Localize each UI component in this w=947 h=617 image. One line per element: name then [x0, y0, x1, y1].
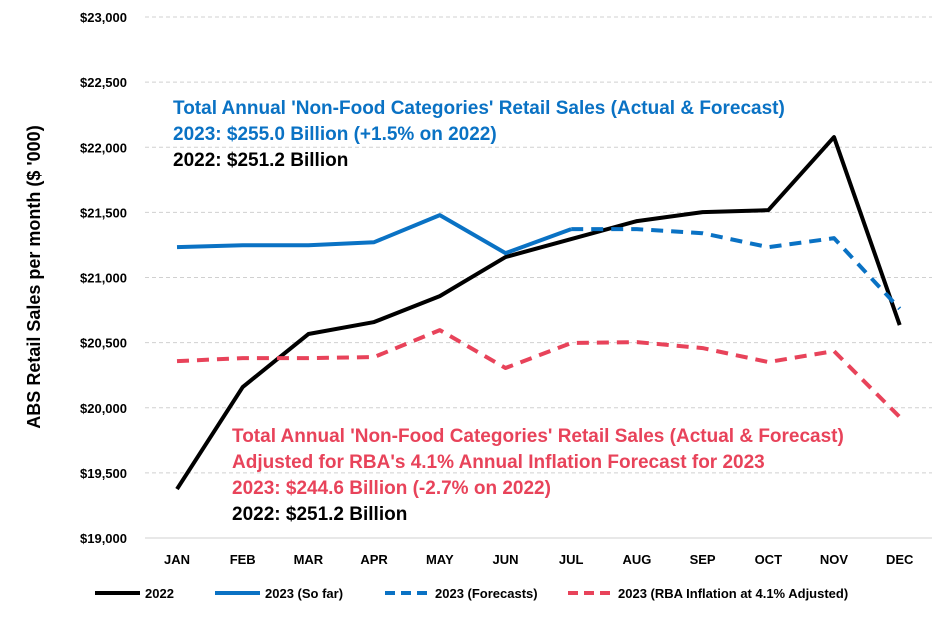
- annotation-red: Total Annual 'Non-Food Categories' Retai…: [232, 424, 844, 528]
- series-line-2023-so-far-: [176, 213, 572, 256]
- legend-label: 2023 (So far): [265, 586, 343, 601]
- x-tick-label: APR: [360, 552, 388, 567]
- y-axis-label: ABS Retail Sales per month ($ '000): [24, 125, 44, 428]
- x-tick-label: JAN: [164, 552, 190, 567]
- annotation-red-2022: 2022: $251.2 Billion: [232, 504, 408, 525]
- annotation-blue-line2: 2023: $255.0 Billion (+1.5% on 2022): [173, 124, 497, 145]
- annotation-blue-line1: Total Annual 'Non-Food Categories' Retai…: [173, 98, 785, 119]
- y-tick-label: $19,500: [80, 466, 127, 481]
- legend-label: 2023 (Forecasts): [435, 586, 538, 601]
- x-tick-label: OCT: [755, 552, 783, 567]
- x-tick-label: MAR: [294, 552, 324, 567]
- annotation-blue: Total Annual 'Non-Food Categories' Retai…: [173, 96, 785, 174]
- x-tick-label: JUL: [559, 552, 584, 567]
- series-line-2023-forecasts-: [571, 227, 902, 311]
- series-line-2023-rba-inflation-at-4-1-adjusted-: [176, 328, 902, 419]
- y-tick-label: $21,000: [80, 271, 127, 286]
- y-tick-label: $21,500: [80, 205, 127, 220]
- x-tick-label: AUG: [622, 552, 651, 567]
- x-tick-label: SEP: [690, 552, 716, 567]
- x-tick-label: NOV: [820, 552, 849, 567]
- legend-label: 2022: [145, 586, 174, 601]
- x-tick-label: FEB: [230, 552, 256, 567]
- annotation-red-line1: Total Annual 'Non-Food Categories' Retai…: [232, 426, 844, 447]
- annotation-blue-2022: 2022: $251.2 Billion: [173, 150, 349, 171]
- y-tick-label: $22,000: [80, 140, 127, 155]
- y-tick-label: $19,000: [80, 531, 127, 546]
- annotation-red-line3: 2023: $244.6 Billion (-2.7% on 2022): [232, 478, 551, 499]
- x-tick-label: DEC: [886, 552, 914, 567]
- x-tick-label: JUN: [492, 552, 518, 567]
- y-tick-label: $22,500: [80, 75, 127, 90]
- y-tick-label: $23,000: [80, 10, 127, 25]
- series-line-2022: [175, 135, 902, 491]
- y-tick-label: $20,000: [80, 401, 127, 416]
- annotation-red-line2: Adjusted for RBA's 4.1% Annual Inflation…: [232, 452, 765, 473]
- legend-label: 2023 (RBA Inflation at 4.1% Adjusted): [618, 586, 848, 601]
- x-tick-label: MAY: [426, 552, 454, 567]
- y-tick-label: $20,500: [80, 336, 127, 351]
